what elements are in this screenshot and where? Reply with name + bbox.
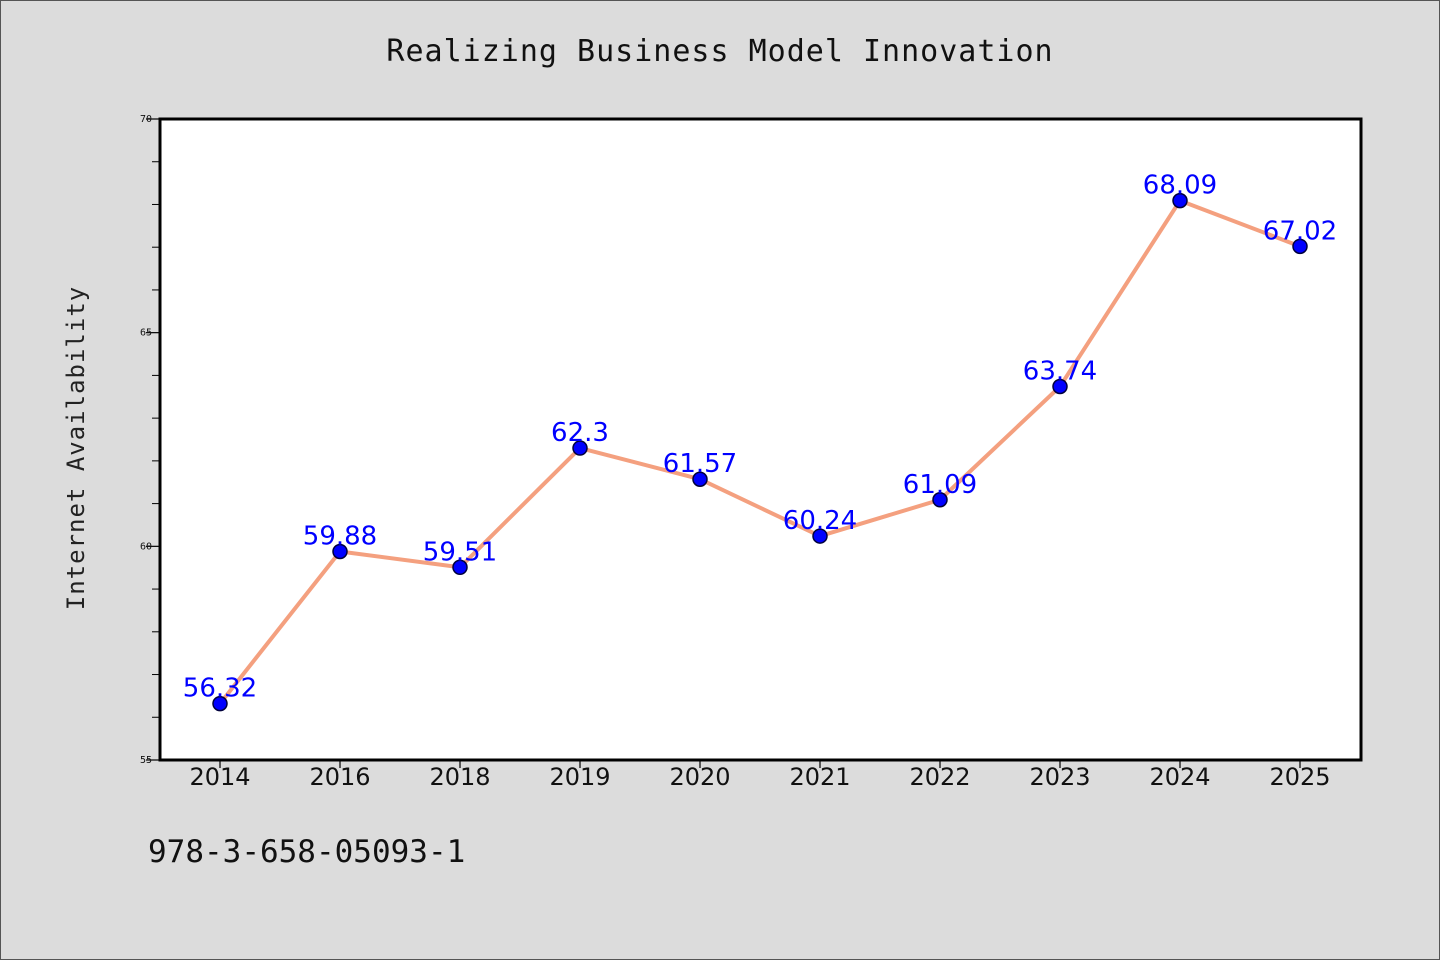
data-point [1172,192,1188,209]
data-label: 67.02 [1263,216,1337,246]
data-point [212,695,228,712]
data-label: 61.57 [663,449,737,479]
data-labels: 56.32 59.88 59.51 62.3 61.57 60.24 61.09 63.74 6… [183,171,1337,704]
chart-title: Realizing Business Model Innovation [386,34,1054,69]
x-tick-label: 2018 [429,763,490,791]
data-point [692,471,708,487]
data-point [812,528,828,544]
data-point [932,492,948,508]
x-tick-label: 2022 [909,763,970,791]
x-tick-label: 2020 [669,763,730,791]
x-tick-label: 2021 [789,763,850,791]
footer-code: 978-3-658-05093-1 [148,834,466,870]
x-tick-label: 2019 [549,763,610,791]
data-point [1292,238,1308,255]
x-tick-label: 2024 [1149,763,1210,791]
series-line [218,198,1302,706]
data-label: 60.24 [783,506,857,536]
y-major-ticks: 55 60 65 70 [140,114,160,766]
data-label: 62.3 [551,418,609,448]
data-point [1052,378,1068,395]
data-label: 68.09 [1143,171,1217,201]
x-tick-label: 2016 [309,763,370,791]
y-tick-label: 55 [140,755,152,766]
plot-area [160,119,1361,760]
data-point [572,440,588,456]
data-label: 63.74 [1023,357,1097,387]
x-tick-label: 2023 [1029,763,1090,791]
data-point [452,559,468,576]
data-label: 61.09 [903,470,977,500]
data-markers [212,192,1308,712]
data-label: 59.51 [423,537,497,567]
y-tick-label: 65 [140,328,152,339]
data-label: 59.88 [303,521,377,551]
x-ticks: 2014 2016 2018 2019 2020 2021 2022 2023 2024 2025 [189,760,1331,791]
plot-border [158,117,1363,762]
y-tick-label: 70 [140,114,152,125]
x-tick-label: 2014 [189,763,250,791]
data-point [332,543,348,560]
data-label: 56.32 [183,674,257,704]
y-tick-label: 60 [140,541,152,552]
x-tick-label: 2025 [1269,763,1330,791]
